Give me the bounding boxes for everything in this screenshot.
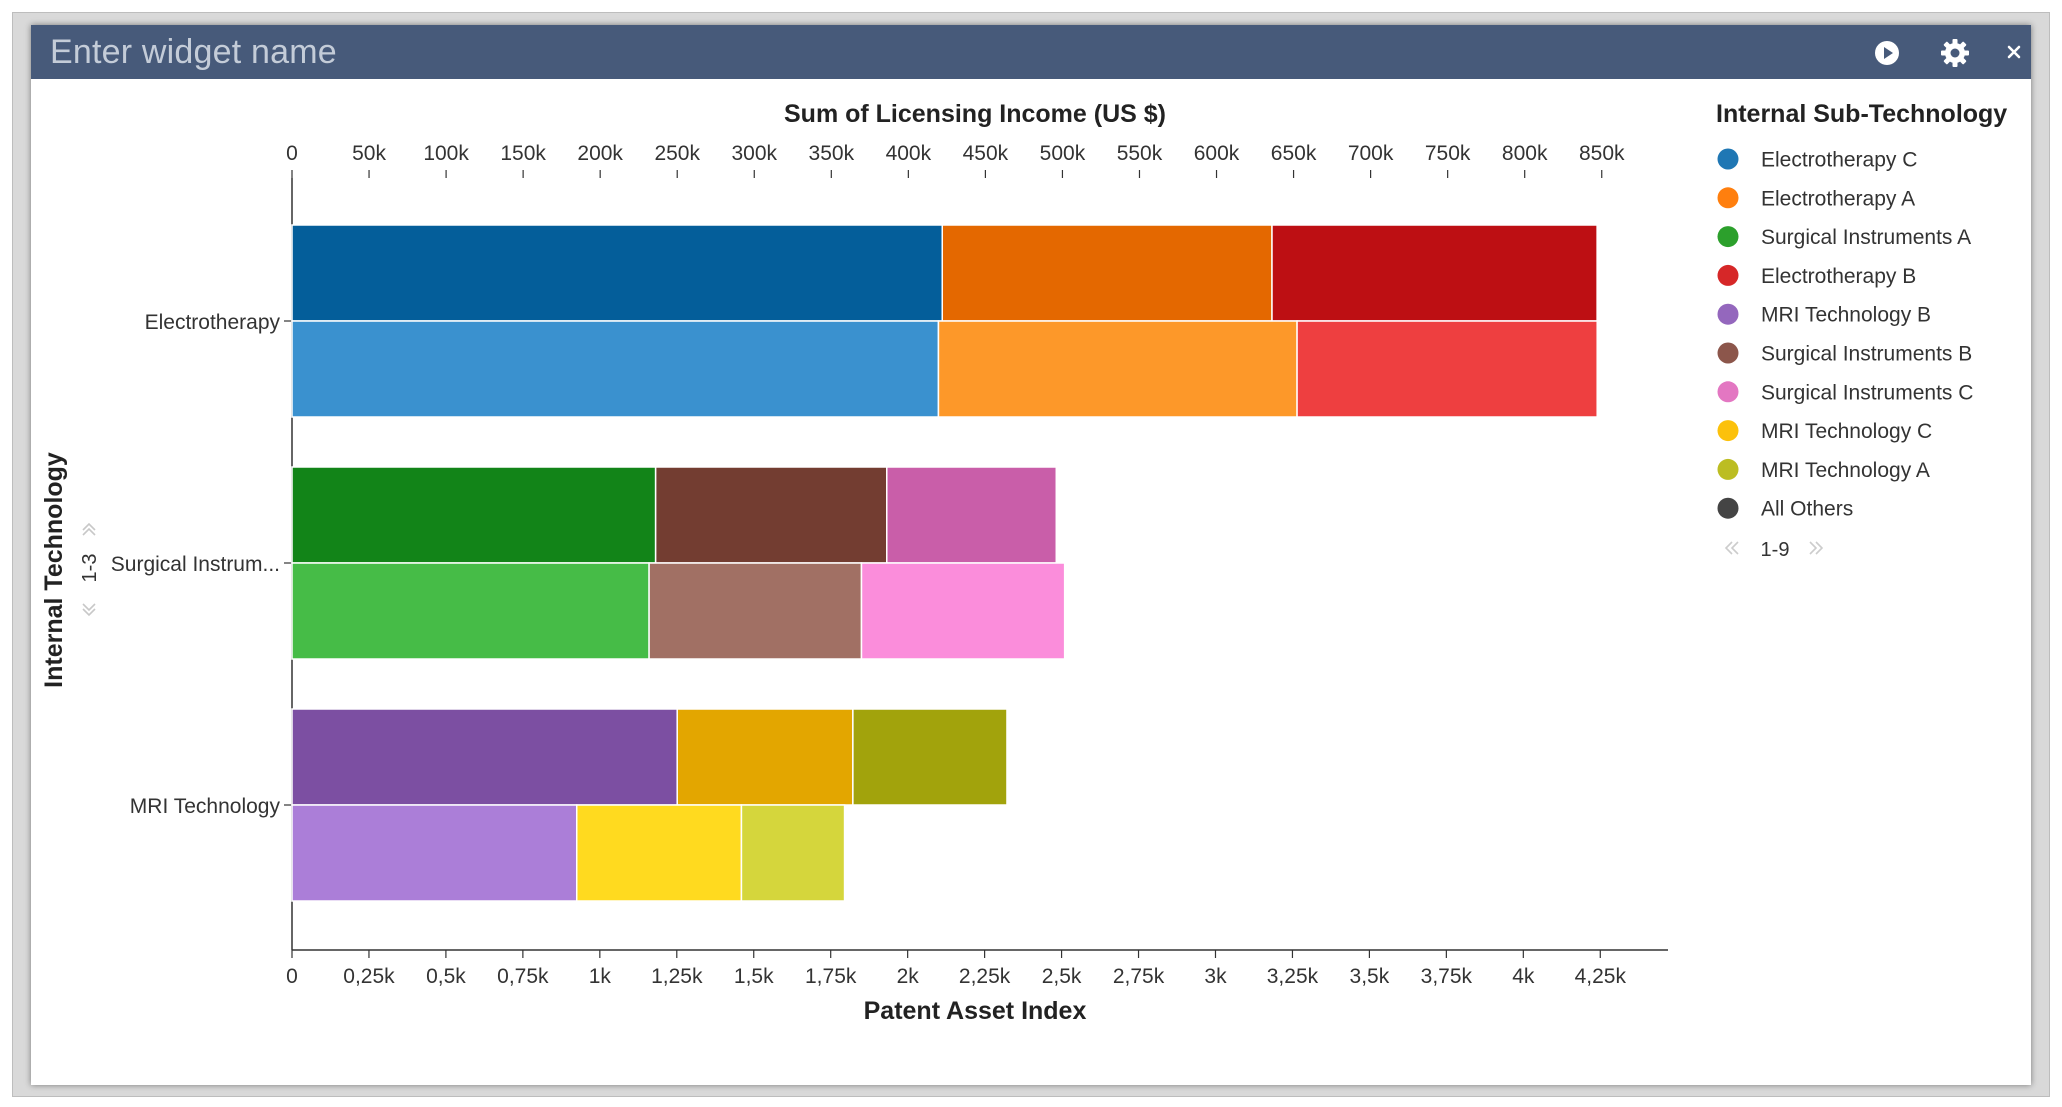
asset-bar-segment[interactable] (860, 562, 1066, 660)
bottom-axis-tick-label: 3k (1204, 965, 1227, 988)
legend-item-label[interactable]: Surgical Instruments A (1761, 226, 1971, 249)
legend-item-label[interactable]: Electrotherapy B (1761, 265, 1916, 288)
top-axis-tick-label: 300k (731, 142, 777, 165)
top-axis-tick-label: 100k (423, 142, 469, 165)
bottom-axis-tick-label: 3,5k (1350, 965, 1390, 988)
bottom-axis-tick-label: 3,75k (1421, 965, 1473, 988)
bottom-axis-tick-label: 2,25k (959, 965, 1011, 988)
income-bar-segment[interactable] (654, 466, 888, 564)
income-bar-segment[interactable] (291, 708, 678, 806)
income-bar-segment[interactable] (291, 224, 943, 322)
category-label: Electrotherapy (145, 311, 281, 334)
legend-swatch[interactable] (1717, 381, 1739, 403)
legend-swatch[interactable] (1717, 458, 1739, 480)
y-axis-title: Internal Technology (40, 452, 68, 688)
top-axis-tick-label: 750k (1425, 142, 1471, 165)
close-icon[interactable] (2004, 42, 2024, 62)
bottom-axis-tick-label: 3,25k (1267, 965, 1319, 988)
legend-item-label[interactable]: All Others (1761, 498, 1853, 521)
legend-title: Internal Sub-Technology (1716, 100, 2007, 128)
bottom-axis-tick-label: 1k (589, 965, 612, 988)
legend-item-label[interactable]: MRI Technology C (1761, 420, 1932, 443)
legend-pager-label: 1-9 (1761, 539, 1790, 561)
top-axis-tick-label: 800k (1502, 142, 1548, 165)
top-axis-tick-label: 700k (1348, 142, 1394, 165)
bottom-axis-tick-label: 0 (286, 965, 298, 988)
asset-bar-segment[interactable] (291, 804, 578, 902)
pager-down-icon[interactable] (82, 603, 96, 617)
bottom-axis-tick-label: 4,25k (1575, 965, 1627, 988)
legend-item-label[interactable]: MRI Technology B (1761, 304, 1931, 327)
legend-swatch[interactable] (1717, 148, 1739, 170)
legend-item-label[interactable]: Electrotherapy A (1761, 187, 1915, 210)
pager-up-icon[interactable] (82, 522, 96, 536)
legend-swatch[interactable] (1717, 187, 1739, 209)
legend-item-label[interactable]: Surgical Instruments C (1761, 381, 1973, 404)
top-axis-tick-label: 200k (577, 142, 623, 165)
bottom-axis-tick-label: 2,5k (1042, 965, 1082, 988)
y-pager-label: 1-3 (79, 554, 101, 583)
asset-bar-segment[interactable] (1296, 320, 1598, 418)
income-bar-segment[interactable] (676, 708, 854, 806)
legend-swatch[interactable] (1717, 342, 1739, 364)
category-label: Surgical Instrum... (111, 553, 280, 576)
income-bar-segment[interactable] (852, 708, 1008, 806)
bottom-axis-tick-label: 1,25k (651, 965, 703, 988)
top-axis-tick-label: 650k (1271, 142, 1317, 165)
top-axis-tick-label: 500k (1040, 142, 1086, 165)
legend-next-icon[interactable] (1809, 541, 1824, 555)
widget-name-input[interactable]: Enter widget name (50, 33, 337, 71)
bottom-axis-tick-label: 0,5k (426, 965, 466, 988)
legend-swatch[interactable] (1717, 264, 1739, 286)
gear-icon[interactable] (1939, 37, 1971, 69)
top-axis-tick-label: 50k (352, 142, 386, 165)
bottom-axis-tick-label: 1,5k (734, 965, 774, 988)
income-bar-segment[interactable] (886, 466, 1058, 564)
asset-bar-segment[interactable] (937, 320, 1298, 418)
bottom-axis-title: Patent Asset Index (864, 997, 1087, 1025)
asset-bar-segment[interactable] (575, 804, 743, 902)
category-label: MRI Technology (130, 795, 281, 818)
bottom-axis-tick-label: 0,25k (343, 965, 395, 988)
income-bar-segment[interactable] (941, 224, 1273, 322)
legend-prev-icon[interactable] (1724, 541, 1739, 555)
top-axis-tick-label: 600k (1194, 142, 1240, 165)
top-axis-tick-label: 0 (286, 142, 298, 165)
bottom-axis-tick-label: 0,75k (497, 965, 549, 988)
top-axis-tick-label: 250k (654, 142, 700, 165)
top-axis-tick-label: 850k (1579, 142, 1625, 165)
widget-titlebar: Enter widget name (31, 25, 2031, 79)
bottom-axis-tick-label: 2,75k (1113, 965, 1165, 988)
bottom-axis-tick-label: 2k (897, 965, 920, 988)
legend-item-label[interactable]: Surgical Instruments B (1761, 343, 1972, 366)
top-axis-tick-label: 400k (886, 142, 932, 165)
income-bar-segment[interactable] (291, 466, 657, 564)
top-axis-tick-label: 450k (963, 142, 1009, 165)
top-axis-tick-label: 350k (809, 142, 855, 165)
top-axis-tick-label: 550k (1117, 142, 1163, 165)
income-bar-segment[interactable] (1271, 224, 1598, 322)
legend-swatch[interactable] (1717, 420, 1739, 442)
asset-bar-segment[interactable] (291, 562, 650, 660)
legend-item-label[interactable]: Electrotherapy C (1761, 149, 1917, 172)
legend-swatch[interactable] (1717, 303, 1739, 325)
top-axis-tick-label: 150k (500, 142, 546, 165)
top-axis-title: Sum of Licensing Income (US $) (784, 100, 1166, 128)
legend-swatch[interactable] (1717, 226, 1739, 248)
bottom-axis-tick-label: 1,75k (805, 965, 857, 988)
legend-swatch[interactable] (1717, 497, 1739, 519)
play-icon[interactable] (1872, 38, 1902, 68)
asset-bar-segment[interactable] (648, 562, 863, 660)
asset-bar-segment[interactable] (291, 320, 940, 418)
bottom-axis-tick-label: 4k (1512, 965, 1535, 988)
asset-bar-segment[interactable] (740, 804, 846, 902)
legend-item-label[interactable]: MRI Technology A (1761, 459, 1930, 482)
